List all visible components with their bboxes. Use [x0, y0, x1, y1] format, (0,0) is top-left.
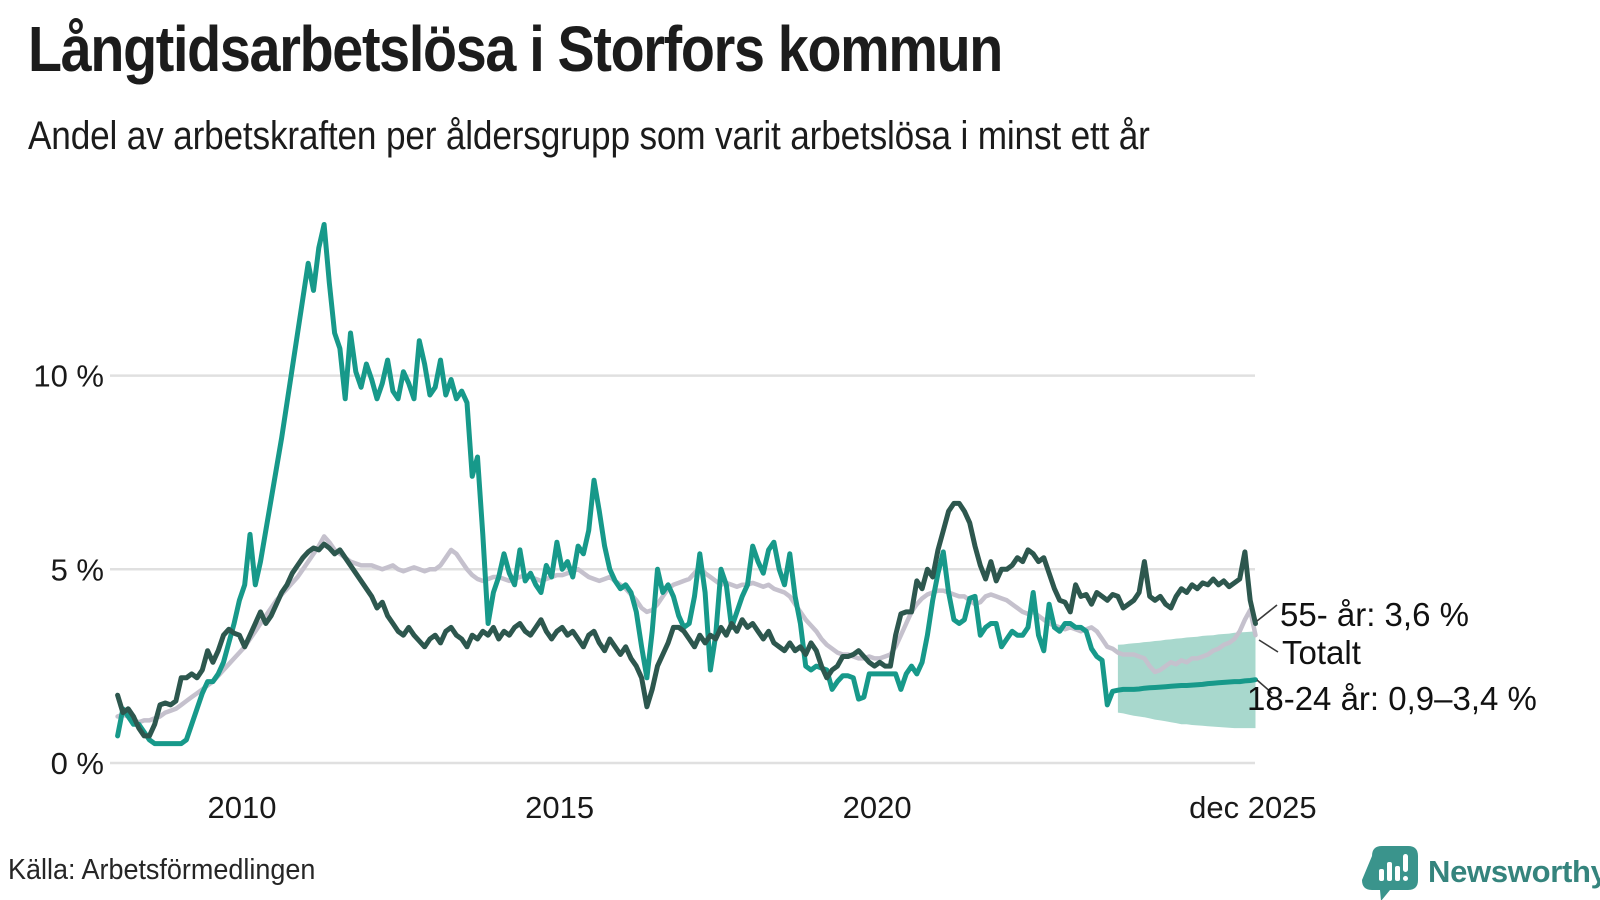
logo-exclamation	[1403, 854, 1408, 872]
annotation-senior: 55- år: 3,6 %	[1280, 596, 1469, 633]
page-subtitle: Andel av arbetskraften per åldersgrupp s…	[28, 114, 1150, 158]
y-axis-tick-label: 5 %	[51, 552, 104, 587]
logo-bar-2	[1387, 862, 1392, 881]
series-line-youth	[115, 222, 1258, 747]
leader-line-total	[1258, 639, 1279, 653]
newsworthy-logo-text: Newsworthy	[1428, 854, 1600, 889]
annotation-youth: 18-24 år: 0,9–3,4 %	[1247, 680, 1537, 717]
y-axis-tick-label: 10 %	[33, 359, 104, 394]
annotation-leaders	[1256, 604, 1279, 694]
series-line-senior	[115, 500, 1258, 739]
annotation-total: Totalt	[1282, 634, 1361, 671]
page-title: Långtidsarbetslösa i Storfors kommun	[28, 13, 1003, 85]
logo-bar-1	[1379, 869, 1384, 881]
y-axis-tick-label: 0 %	[51, 746, 104, 781]
forecast-band	[1117, 631, 1256, 729]
leader-line-senior	[1256, 604, 1278, 622]
x-axis-tick-label: 2015	[525, 790, 594, 825]
logo-bar-3	[1395, 866, 1400, 881]
logo-exclamation-dot	[1403, 876, 1408, 881]
plot-area: 0 % 5 % 10 % 2010 2015 2020 dec 2025	[33, 222, 1317, 825]
x-axis-tick-label: 2010	[208, 790, 277, 825]
series-line-total	[115, 534, 1258, 725]
leader-line-youth	[1256, 679, 1273, 694]
x-axis-tick-label: 2020	[843, 790, 912, 825]
x-axis-tick-label: dec 2025	[1189, 790, 1317, 825]
newsworthy-logo-icon	[1362, 846, 1418, 900]
source-note: Källa: Arbetsförmedlingen	[8, 854, 316, 886]
